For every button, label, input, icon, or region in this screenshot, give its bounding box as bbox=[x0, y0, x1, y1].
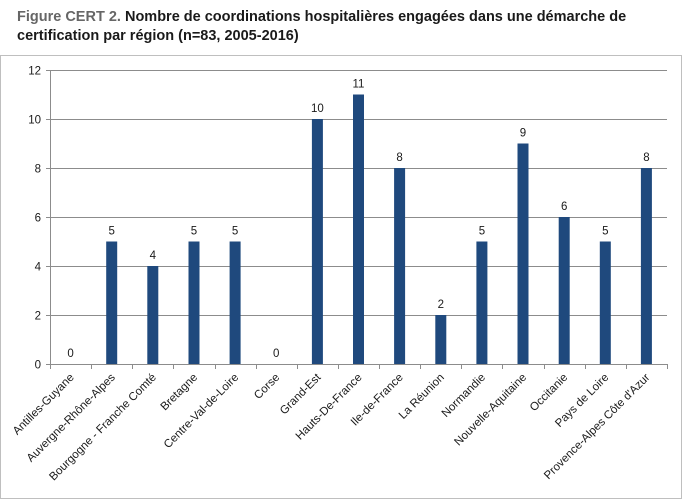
data-label: 0 bbox=[273, 348, 279, 360]
bar-3 bbox=[188, 241, 200, 364]
bar-12 bbox=[558, 217, 570, 364]
bars-layer bbox=[106, 94, 652, 364]
data-label: 9 bbox=[520, 128, 526, 140]
bar-2 bbox=[147, 266, 159, 364]
category-label: Occitanie bbox=[528, 372, 570, 414]
y-tick-label: 4 bbox=[35, 262, 42, 274]
data-label: 5 bbox=[602, 226, 608, 238]
bar-7 bbox=[353, 94, 364, 364]
data-label: 5 bbox=[232, 226, 238, 238]
data-label: 5 bbox=[479, 226, 485, 238]
data-label: 8 bbox=[396, 152, 402, 164]
y-tick-label: 6 bbox=[35, 213, 41, 225]
figure-prefix: Figure CERT 2. bbox=[17, 9, 121, 25]
data-label: 5 bbox=[108, 226, 114, 238]
y-tick-label: 8 bbox=[35, 164, 41, 176]
category-label: Centre-Val-de-Loire bbox=[162, 372, 241, 451]
category-label: Bretagne bbox=[159, 372, 200, 413]
chart-title: Figure CERT 2. Nombre de coordinations h… bbox=[17, 8, 667, 46]
bar-4 bbox=[229, 241, 241, 364]
bar-10 bbox=[476, 241, 488, 364]
bar-6 bbox=[311, 119, 323, 364]
axis-layer: 0 2 4 6 8 10 12 bbox=[28, 66, 668, 372]
y-tick-label: 12 bbox=[28, 66, 41, 78]
bar-11 bbox=[517, 143, 529, 364]
data-label: 5 bbox=[191, 226, 197, 238]
data-label: 10 bbox=[311, 103, 324, 115]
data-label: 4 bbox=[150, 250, 157, 262]
bar-9 bbox=[435, 315, 447, 364]
bar-14 bbox=[640, 168, 652, 364]
y-tick-label: 10 bbox=[28, 115, 41, 127]
data-label: 2 bbox=[438, 299, 444, 311]
bar-1 bbox=[106, 241, 118, 364]
y-tick-label: 2 bbox=[35, 311, 41, 323]
bar-13 bbox=[599, 241, 611, 364]
data-label: 8 bbox=[643, 152, 649, 164]
data-label: 6 bbox=[561, 201, 567, 213]
bar-8 bbox=[394, 168, 406, 364]
category-label: Nouvelle-Aquitaine bbox=[452, 372, 529, 449]
data-label: 11 bbox=[353, 79, 365, 91]
figure-title: Nombre de coordinations hospitalières en… bbox=[17, 9, 627, 44]
chart-frame bbox=[0, 55, 682, 499]
y-tick-label: 0 bbox=[35, 360, 41, 372]
category-label: Corse bbox=[252, 372, 282, 402]
data-label: 0 bbox=[67, 348, 73, 360]
